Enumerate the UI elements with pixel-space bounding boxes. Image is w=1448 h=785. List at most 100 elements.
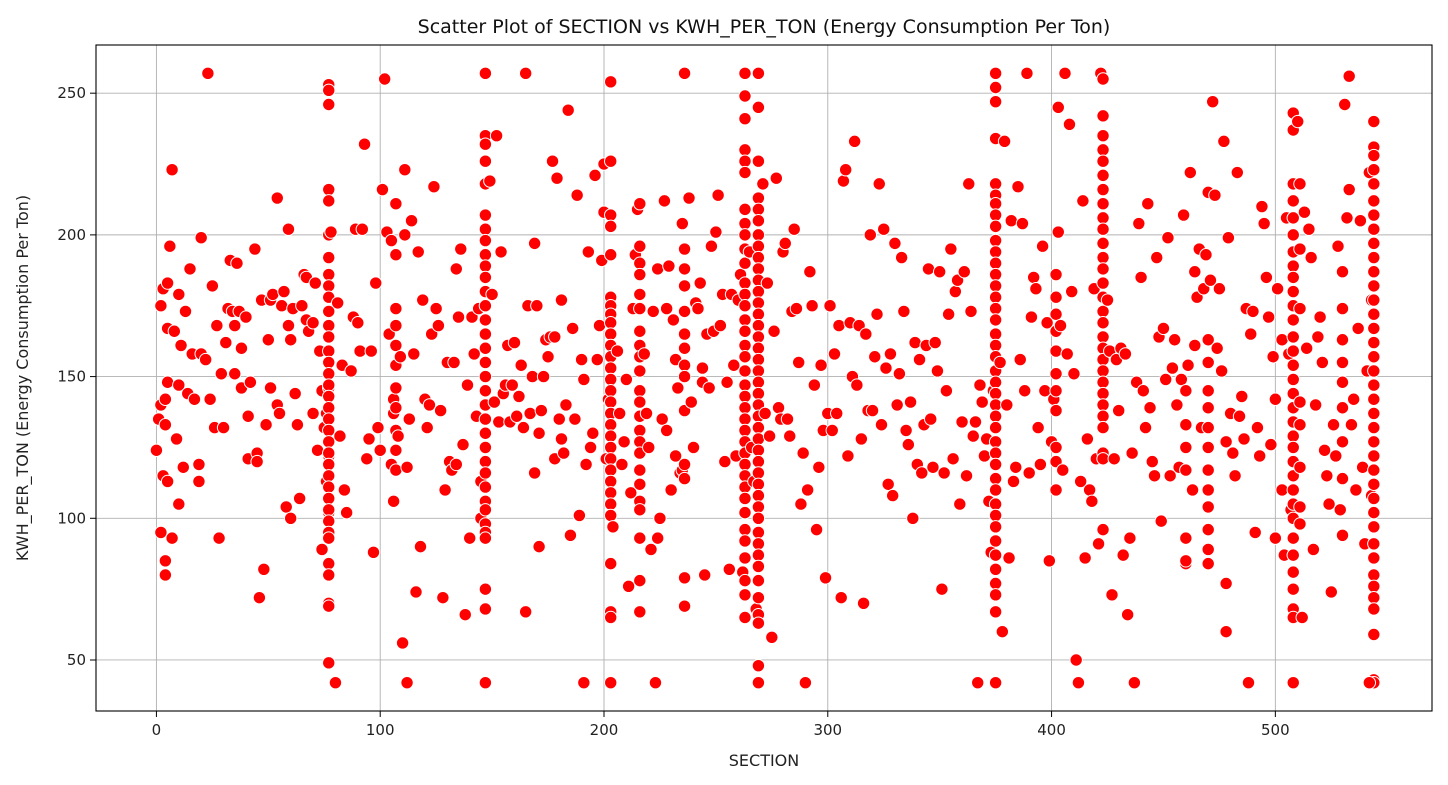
data-point — [1286, 582, 1300, 596]
data-point — [1096, 182, 1110, 197]
data-point — [1367, 265, 1381, 279]
data-point — [239, 310, 253, 324]
data-point — [478, 480, 493, 494]
y-tick-label: 200 — [57, 226, 86, 244]
data-point — [1241, 675, 1256, 690]
data-point — [1367, 364, 1381, 378]
data-point — [906, 511, 920, 525]
data-point — [402, 412, 416, 426]
data-point — [751, 590, 766, 605]
data-point — [1244, 327, 1258, 341]
data-point — [568, 412, 582, 426]
data-point — [1096, 154, 1110, 168]
data-point — [322, 423, 336, 438]
data-point — [1219, 624, 1233, 639]
data-point — [1367, 350, 1381, 364]
data-point — [478, 233, 493, 248]
data-point — [1096, 211, 1110, 225]
data-point — [915, 466, 929, 480]
data-point — [322, 503, 336, 517]
data-point — [675, 216, 690, 231]
data-point — [1367, 435, 1381, 449]
data-point — [322, 304, 336, 319]
data-point — [955, 415, 969, 429]
data-point — [1335, 333, 1350, 347]
data-point — [1342, 182, 1356, 197]
data-point — [178, 304, 193, 319]
data-point — [433, 403, 448, 418]
data-point — [205, 279, 220, 293]
data-point — [154, 299, 168, 313]
data-point — [1024, 310, 1039, 324]
data-point — [988, 66, 1003, 81]
data-point — [1304, 250, 1318, 265]
data-point — [389, 301, 403, 316]
data-point — [1317, 443, 1332, 457]
data-point — [988, 562, 1003, 576]
data-point — [1308, 398, 1323, 412]
data-point — [1143, 401, 1157, 415]
data-point — [290, 418, 305, 432]
data-point — [398, 228, 412, 242]
data-point — [259, 418, 273, 432]
data-point — [659, 301, 674, 316]
data-point — [1201, 355, 1215, 370]
data-point — [1286, 531, 1300, 545]
data-point — [1326, 418, 1341, 432]
data-point — [651, 262, 665, 276]
data-point — [322, 568, 336, 582]
data-point — [751, 296, 766, 310]
data-point — [671, 381, 685, 395]
data-point — [881, 477, 895, 491]
data-point — [659, 423, 674, 438]
data-point — [1286, 270, 1300, 285]
data-point — [158, 418, 173, 432]
data-point — [738, 588, 752, 602]
data-point — [478, 259, 493, 273]
data-point — [532, 539, 546, 554]
data-point — [751, 573, 766, 588]
data-point — [330, 296, 345, 310]
data-point — [604, 248, 618, 262]
data-point — [322, 330, 336, 344]
data-point — [1156, 321, 1171, 336]
data-point — [1367, 114, 1381, 129]
data-point — [1201, 556, 1215, 571]
data-point — [847, 134, 862, 149]
data-point — [655, 412, 669, 426]
data-point — [306, 316, 320, 330]
data-point — [1367, 236, 1381, 251]
data-point — [738, 313, 752, 327]
data-point — [478, 154, 493, 168]
data-point — [454, 242, 468, 256]
data-point — [1167, 333, 1182, 347]
data-point — [1073, 474, 1088, 489]
data-point — [604, 508, 618, 523]
data-point — [1085, 494, 1099, 508]
data-point — [838, 163, 853, 177]
data-point — [250, 454, 264, 469]
data-point — [751, 330, 766, 344]
data-point — [1078, 551, 1092, 565]
data-point — [1335, 401, 1350, 415]
data-point — [1257, 216, 1271, 231]
data-point — [1320, 469, 1334, 483]
data-point — [389, 401, 403, 415]
data-point — [1275, 333, 1289, 347]
data-point — [988, 80, 1003, 95]
data-point — [371, 420, 385, 435]
y-axis-title: KWH_PER_TON (Energy Consumption Per Ton) — [13, 195, 33, 561]
data-point — [751, 202, 766, 217]
data-point — [738, 350, 752, 364]
data-point — [541, 350, 555, 364]
data-point — [988, 256, 1003, 270]
data-point — [1335, 301, 1350, 316]
data-point — [478, 412, 493, 426]
data-point — [172, 287, 186, 302]
data-point — [577, 675, 591, 690]
data-point — [1179, 531, 1193, 545]
data-point — [738, 457, 752, 472]
data-point — [163, 239, 177, 253]
data-point — [738, 324, 752, 338]
